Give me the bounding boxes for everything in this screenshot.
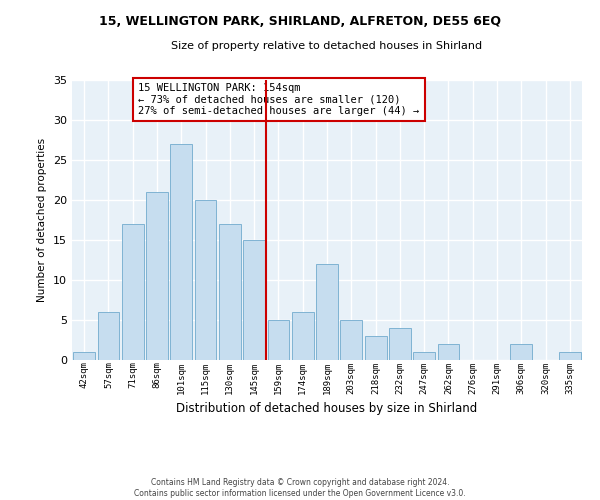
Bar bbox=[170, 144, 192, 360]
Title: Size of property relative to detached houses in Shirland: Size of property relative to detached ho… bbox=[172, 42, 482, 51]
Bar bbox=[511, 344, 532, 360]
Bar bbox=[146, 192, 168, 360]
Bar bbox=[97, 312, 119, 360]
Bar bbox=[292, 312, 314, 360]
Bar bbox=[122, 224, 143, 360]
Bar bbox=[365, 336, 386, 360]
Y-axis label: Number of detached properties: Number of detached properties bbox=[37, 138, 47, 302]
Text: 15 WELLINGTON PARK: 154sqm
← 73% of detached houses are smaller (120)
27% of sem: 15 WELLINGTON PARK: 154sqm ← 73% of deta… bbox=[139, 83, 419, 116]
Bar bbox=[437, 344, 460, 360]
Bar bbox=[268, 320, 289, 360]
Bar bbox=[194, 200, 217, 360]
Bar bbox=[73, 352, 95, 360]
Bar bbox=[316, 264, 338, 360]
Bar bbox=[243, 240, 265, 360]
Bar bbox=[559, 352, 581, 360]
Bar bbox=[219, 224, 241, 360]
Bar bbox=[389, 328, 411, 360]
X-axis label: Distribution of detached houses by size in Shirland: Distribution of detached houses by size … bbox=[176, 402, 478, 415]
Text: Contains HM Land Registry data © Crown copyright and database right 2024.
Contai: Contains HM Land Registry data © Crown c… bbox=[134, 478, 466, 498]
Bar bbox=[413, 352, 435, 360]
Text: 15, WELLINGTON PARK, SHIRLAND, ALFRETON, DE55 6EQ: 15, WELLINGTON PARK, SHIRLAND, ALFRETON,… bbox=[99, 15, 501, 28]
Bar bbox=[340, 320, 362, 360]
